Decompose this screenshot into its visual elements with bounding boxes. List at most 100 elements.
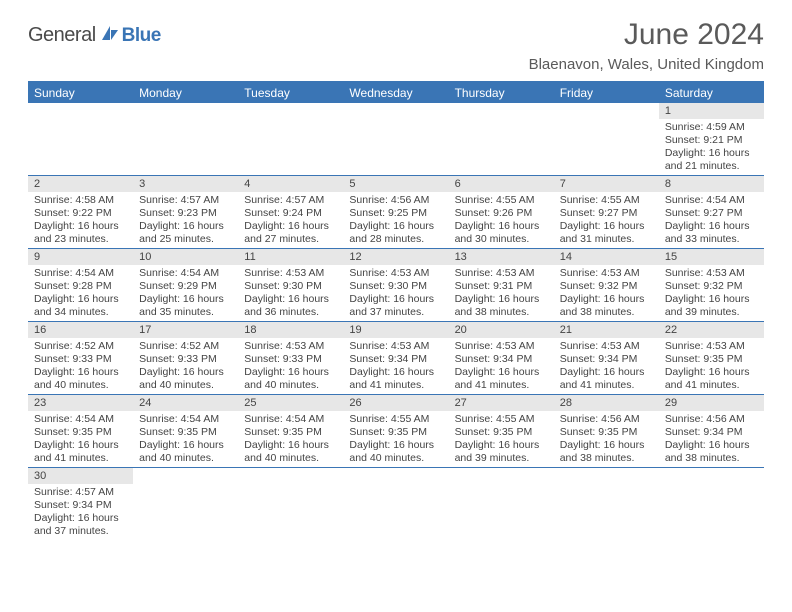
sunset-line: Sunset: 9:34 PM bbox=[665, 426, 758, 439]
day-details: Sunrise: 4:52 AMSunset: 9:33 PMDaylight:… bbox=[133, 338, 238, 394]
daylight-line: Daylight: 16 hours and 28 minutes. bbox=[349, 220, 442, 246]
sunset-line: Sunset: 9:28 PM bbox=[34, 280, 127, 293]
day-details: Sunrise: 4:54 AMSunset: 9:28 PMDaylight:… bbox=[28, 265, 133, 321]
day-details: Sunrise: 4:55 AMSunset: 9:35 PMDaylight:… bbox=[449, 411, 554, 467]
daylight-line: Daylight: 16 hours and 41 minutes. bbox=[34, 439, 127, 465]
day-details: Sunrise: 4:56 AMSunset: 9:34 PMDaylight:… bbox=[659, 411, 764, 467]
weekday-header: Saturday bbox=[659, 83, 764, 103]
location-text: Blaenavon, Wales, United Kingdom bbox=[529, 56, 764, 73]
daylight-line: Daylight: 16 hours and 31 minutes. bbox=[560, 220, 653, 246]
sunset-line: Sunset: 9:32 PM bbox=[560, 280, 653, 293]
daylight-line: Daylight: 16 hours and 38 minutes. bbox=[560, 293, 653, 319]
weekday-header: Sunday bbox=[28, 83, 133, 103]
day-number: 28 bbox=[554, 395, 659, 411]
sunset-line: Sunset: 9:25 PM bbox=[349, 207, 442, 220]
day-number: 11 bbox=[238, 249, 343, 265]
sunrise-line: Sunrise: 4:54 AM bbox=[139, 413, 232, 426]
day-number: 23 bbox=[28, 395, 133, 411]
day-number: 20 bbox=[449, 322, 554, 338]
day-number: 9 bbox=[28, 249, 133, 265]
calendar-day: 7Sunrise: 4:55 AMSunset: 9:27 PMDaylight… bbox=[554, 176, 659, 249]
sunrise-line: Sunrise: 4:56 AM bbox=[560, 413, 653, 426]
calendar-day: 4Sunrise: 4:57 AMSunset: 9:24 PMDaylight… bbox=[238, 176, 343, 249]
calendar-day: 17Sunrise: 4:52 AMSunset: 9:33 PMDayligh… bbox=[133, 322, 238, 395]
sunset-line: Sunset: 9:35 PM bbox=[139, 426, 232, 439]
day-details: Sunrise: 4:53 AMSunset: 9:33 PMDaylight:… bbox=[238, 338, 343, 394]
daylight-line: Daylight: 16 hours and 23 minutes. bbox=[34, 220, 127, 246]
sunrise-line: Sunrise: 4:52 AM bbox=[139, 340, 232, 353]
day-number: 25 bbox=[238, 395, 343, 411]
day-number: 17 bbox=[133, 322, 238, 338]
sunrise-line: Sunrise: 4:57 AM bbox=[34, 486, 127, 499]
sunset-line: Sunset: 9:33 PM bbox=[139, 353, 232, 366]
daylight-line: Daylight: 16 hours and 25 minutes. bbox=[139, 220, 232, 246]
page-header: General Blue June 2024 Blaenavon, Wales,… bbox=[28, 18, 764, 73]
day-number: 19 bbox=[343, 322, 448, 338]
day-number: 12 bbox=[343, 249, 448, 265]
day-number: 3 bbox=[133, 176, 238, 192]
calendar-day-empty bbox=[133, 468, 238, 541]
calendar-day: 25 Sunrise: 4:54 AMSunset: 9:35 PMDayligh… bbox=[238, 395, 343, 468]
day-number: 5 bbox=[343, 176, 448, 192]
sunset-line: Sunset: 9:22 PM bbox=[34, 207, 127, 220]
daylight-line: Daylight: 16 hours and 39 minutes. bbox=[455, 439, 548, 465]
daylight-line: Daylight: 16 hours and 38 minutes. bbox=[560, 439, 653, 465]
day-number: 10 bbox=[133, 249, 238, 265]
sunrise-line: Sunrise: 4:55 AM bbox=[560, 194, 653, 207]
calendar-day: 10Sunrise: 4:54 AMSunset: 9:29 PMDayligh… bbox=[133, 249, 238, 322]
sunrise-line: Sunrise: 4:55 AM bbox=[455, 413, 548, 426]
sunset-line: Sunset: 9:29 PM bbox=[139, 280, 232, 293]
calendar-day: 3 Sunrise: 4:57 AMSunset: 9:23 PMDaylight… bbox=[133, 176, 238, 249]
daylight-line: Daylight: 16 hours and 40 minutes. bbox=[349, 439, 442, 465]
daylight-line: Daylight: 16 hours and 38 minutes. bbox=[455, 293, 548, 319]
calendar-day-empty bbox=[554, 468, 659, 541]
daylight-line: Daylight: 16 hours and 40 minutes. bbox=[139, 439, 232, 465]
daylight-line: Daylight: 16 hours and 36 minutes. bbox=[244, 293, 337, 319]
calendar-body: 1Sunrise: 4:59 AMSunset: 9:21 PMDaylight… bbox=[28, 103, 764, 540]
sunrise-line: Sunrise: 4:57 AM bbox=[139, 194, 232, 207]
sunrise-line: Sunrise: 4:55 AM bbox=[349, 413, 442, 426]
sunset-line: Sunset: 9:30 PM bbox=[349, 280, 442, 293]
sunset-line: Sunset: 9:23 PM bbox=[139, 207, 232, 220]
calendar-day: 14Sunrise: 4:53 AMSunset: 9:32 PMDayligh… bbox=[554, 249, 659, 322]
sunset-line: Sunset: 9:27 PM bbox=[665, 207, 758, 220]
calendar-day: 27Sunrise: 4:55 AMSunset: 9:35 PMDayligh… bbox=[449, 395, 554, 468]
sunset-line: Sunset: 9:33 PM bbox=[34, 353, 127, 366]
daylight-line: Daylight: 16 hours and 37 minutes. bbox=[34, 512, 127, 538]
daylight-line: Daylight: 16 hours and 40 minutes. bbox=[244, 439, 337, 465]
sunrise-line: Sunrise: 4:53 AM bbox=[560, 267, 653, 280]
day-details: Sunrise: 4:57 AMSunset: 9:34 PMDaylight:… bbox=[28, 484, 133, 540]
day-number: 13 bbox=[449, 249, 554, 265]
day-number: 8 bbox=[659, 176, 764, 192]
sunset-line: Sunset: 9:35 PM bbox=[34, 426, 127, 439]
sunset-line: Sunset: 9:30 PM bbox=[244, 280, 337, 293]
sunset-line: Sunset: 9:35 PM bbox=[349, 426, 442, 439]
calendar-day-empty bbox=[238, 468, 343, 541]
day-details: Sunrise: 4:55 AMSunset: 9:35 PMDaylight:… bbox=[343, 411, 448, 467]
day-number: 18 bbox=[238, 322, 343, 338]
calendar-day: 16Sunrise: 4:52 AMSunset: 9:33 PMDayligh… bbox=[28, 322, 133, 395]
daylight-line: Daylight: 16 hours and 40 minutes. bbox=[139, 366, 232, 392]
calendar-week: 23Sunrise: 4:54 AMSunset: 9:35 PMDayligh… bbox=[28, 395, 764, 468]
logo-text-main: General bbox=[28, 24, 96, 47]
sunrise-line: Sunrise: 4:54 AM bbox=[34, 413, 127, 426]
sunrise-line: Sunrise: 4:54 AM bbox=[665, 194, 758, 207]
sunrise-line: Sunrise: 4:54 AM bbox=[244, 413, 337, 426]
day-number: 30 bbox=[28, 468, 133, 484]
daylight-line: Daylight: 16 hours and 33 minutes. bbox=[665, 220, 758, 246]
weekday-header: Tuesday bbox=[238, 83, 343, 103]
sunrise-line: Sunrise: 4:56 AM bbox=[665, 413, 758, 426]
calendar-day: 29Sunrise: 4:56 AMSunset: 9:34 PMDayligh… bbox=[659, 395, 764, 468]
day-number: 6 bbox=[449, 176, 554, 192]
calendar-day-empty bbox=[343, 468, 448, 541]
calendar-day: 9Sunrise: 4:54 AMSunset: 9:28 PMDaylight… bbox=[28, 249, 133, 322]
sunrise-line: Sunrise: 4:53 AM bbox=[455, 340, 548, 353]
calendar-day-empty bbox=[659, 468, 764, 541]
weekday-header: Friday bbox=[554, 83, 659, 103]
calendar-day-empty bbox=[449, 468, 554, 541]
calendar-day: 22Sunrise: 4:53 AMSunset: 9:35 PMDayligh… bbox=[659, 322, 764, 395]
calendar-day: 6Sunrise: 4:55 AMSunset: 9:26 PMDaylight… bbox=[449, 176, 554, 249]
calendar-day: 1Sunrise: 4:59 AMSunset: 9:21 PMDaylight… bbox=[659, 103, 764, 176]
calendar-day-empty bbox=[343, 103, 448, 176]
sunset-line: Sunset: 9:35 PM bbox=[244, 426, 337, 439]
